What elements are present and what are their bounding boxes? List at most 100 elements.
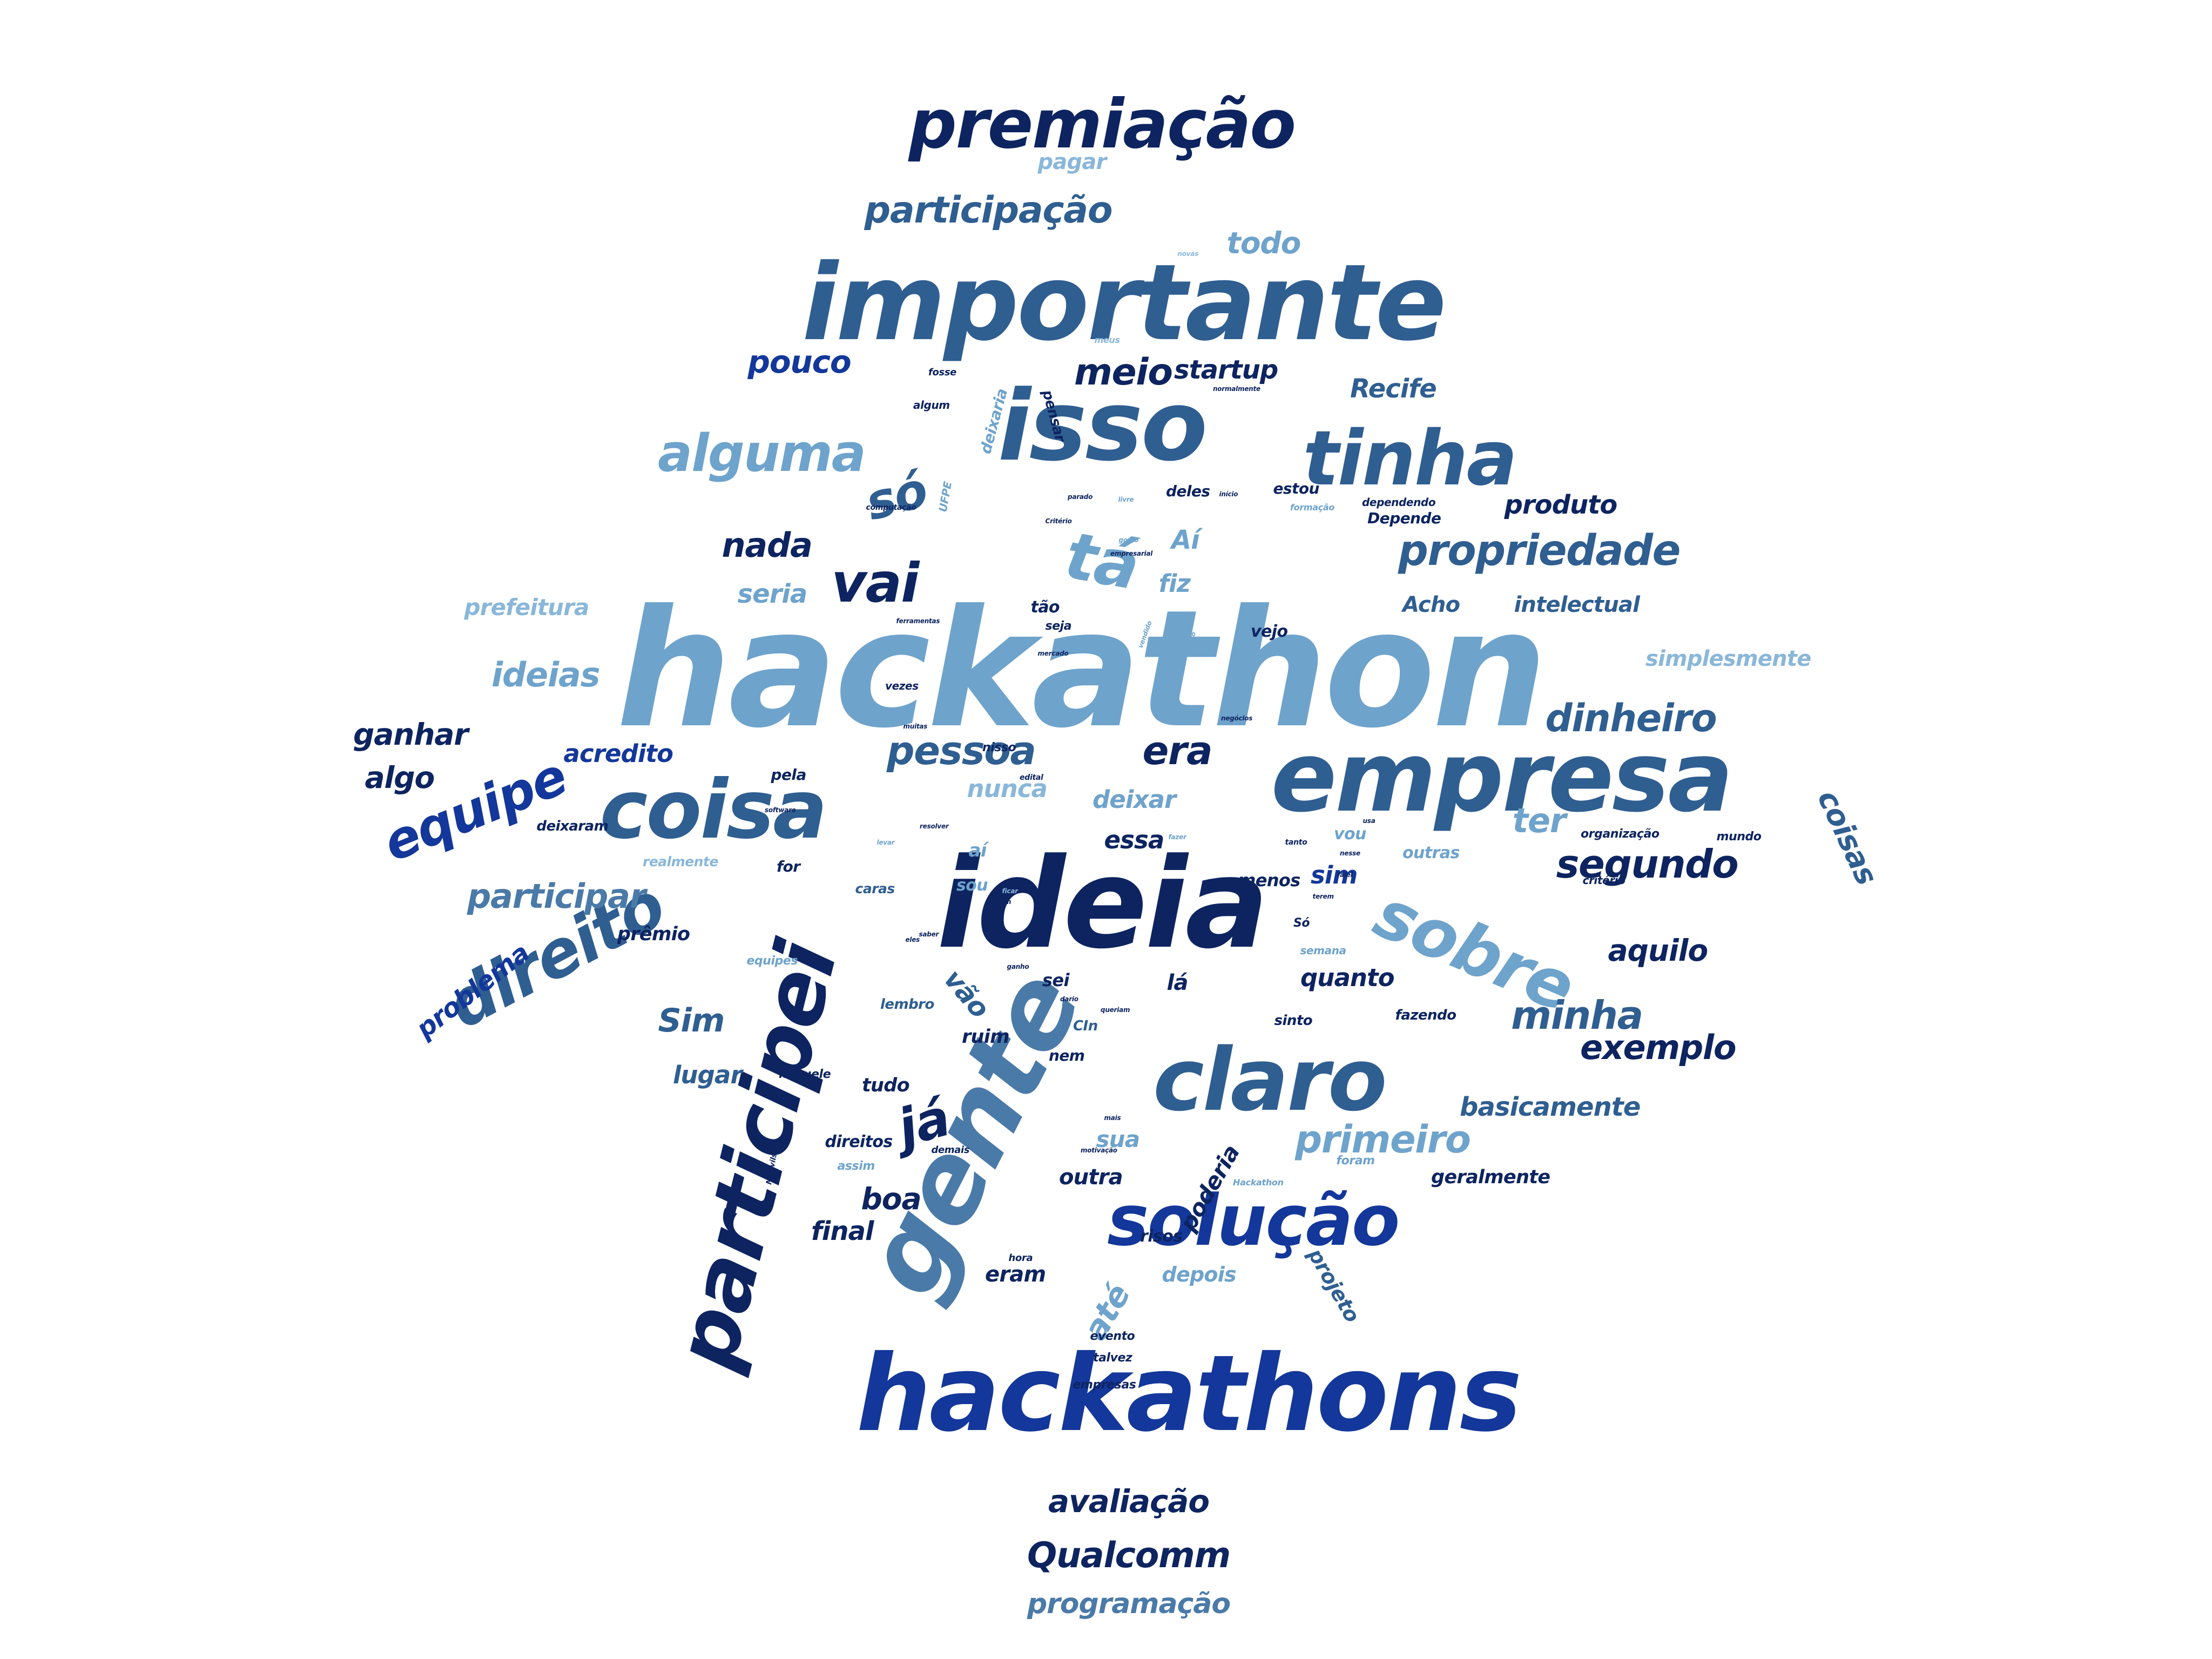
cloud-word: sou — [956, 876, 988, 895]
cloud-word: talvez — [1093, 1351, 1132, 1365]
cloud-word: muitas — [903, 723, 928, 730]
cloud-word: depois — [1162, 1263, 1237, 1286]
cloud-word: solução — [1107, 1179, 1400, 1262]
cloud-word: quanto — [1300, 963, 1395, 992]
cloud-word: essa — [1104, 825, 1165, 854]
cloud-word: seja — [1045, 619, 1072, 633]
cloud-word: critério — [1582, 874, 1626, 887]
cloud-word: basicamente — [1460, 1092, 1641, 1122]
cloud-word: sua — [1096, 1126, 1141, 1152]
cloud-word: gosto — [1118, 536, 1139, 544]
cloud-word: dinheiro — [1545, 696, 1717, 740]
cloud-word: tudo — [862, 1074, 910, 1096]
cloud-word: sei — [1042, 970, 1069, 990]
cloud-word: hora — [1008, 1252, 1033, 1264]
cloud-word: aquilo — [1608, 933, 1709, 968]
cloud-word: for — [777, 858, 800, 875]
cloud-word: ruim — [962, 1026, 1010, 1048]
cloud-word: ganho — [1007, 963, 1029, 970]
cloud-word: CIn — [1073, 1018, 1098, 1034]
cloud-word: fazer — [1168, 833, 1186, 841]
cloud-word: terem — [1312, 893, 1334, 900]
cloud-word: Critério — [1045, 517, 1072, 525]
cloud-word: geralmente — [1431, 1166, 1550, 1188]
cloud-word: alguma — [658, 423, 866, 483]
cloud-word: outra — [1059, 1165, 1123, 1190]
cloud-word: nem — [1049, 1047, 1085, 1064]
cloud-word: edital — [1020, 773, 1043, 782]
cloud-word: ficar — [1002, 887, 1019, 895]
cloud-word: nunca — [967, 774, 1048, 803]
cloud-word: lugar — [673, 1060, 743, 1089]
cloud-word: dario — [1060, 995, 1078, 1003]
cloud-word: computação — [866, 503, 916, 512]
cloud-word: Qualcomm — [1027, 1535, 1231, 1576]
cloud-word: lá — [1166, 970, 1189, 995]
cloud-word: lembro — [880, 996, 934, 1013]
cloud-word: participar — [467, 876, 646, 916]
cloud-word: hackathon — [616, 575, 1547, 764]
cloud-word: coisas — [1810, 784, 1884, 890]
cloud-word: ter — [1512, 801, 1567, 840]
cloud-word: equipes — [746, 954, 798, 968]
cloud-word: segundo — [1556, 841, 1739, 887]
cloud-word: isso — [997, 370, 1208, 483]
cloud-word: propriedade — [1398, 527, 1681, 575]
cloud-word: final — [811, 1216, 874, 1246]
cloud-word: parado — [1068, 493, 1093, 501]
cloud-word: queriam — [1101, 1006, 1130, 1014]
cloud-word: minha — [1511, 993, 1643, 1038]
cloud-word: fazendo — [1395, 1007, 1456, 1023]
cloud-word: premiação — [908, 85, 1297, 164]
cloud-word: negócios — [1221, 714, 1253, 722]
cloud-word: empresarial — [1110, 550, 1153, 557]
cloud-word: fosse — [928, 367, 957, 378]
cloud-word: pela — [771, 766, 807, 784]
cloud-word: início — [1219, 490, 1238, 498]
cloud-word: semana — [1300, 944, 1347, 957]
cloud-word: algum — [913, 399, 950, 412]
cloud-word: normalmente — [1213, 385, 1260, 393]
cloud-word: estou — [1273, 480, 1320, 497]
cloud-word: pouco — [747, 343, 852, 380]
cloud-word: era — [1142, 728, 1213, 773]
cloud-word: pessoa — [887, 728, 1036, 773]
cloud-word: Hackathon — [1233, 1177, 1284, 1188]
cloud-word: tão — [1030, 598, 1060, 617]
cloud-word: ferramentas — [896, 617, 940, 625]
cloud-word: importante — [802, 241, 1447, 364]
cloud-word: Recife — [1350, 374, 1437, 404]
cloud-word: ganhar — [353, 717, 469, 752]
cloud-word: primeiro — [1295, 1117, 1471, 1162]
cloud-word: eram — [985, 1262, 1046, 1287]
cloud-word: empresas — [1073, 1378, 1136, 1392]
cloud-word: mercado — [1037, 650, 1069, 657]
cloud-word: usa — [1363, 817, 1375, 825]
cloud-word: mais — [1104, 1114, 1121, 1122]
cloud-word: claro — [1153, 1029, 1387, 1130]
cloud-word: acredito — [563, 739, 674, 768]
cloud-word: outras — [1402, 844, 1460, 862]
cloud-word: deixar — [1092, 785, 1176, 814]
cloud-word: pegam — [987, 898, 1011, 906]
cloud-word: Acho — [1402, 592, 1460, 617]
cloud-word: produto — [1504, 490, 1618, 520]
cloud-word: tanto — [1285, 838, 1307, 847]
cloud-word: participação — [864, 189, 1113, 232]
cloud-word: motivação — [1081, 1147, 1117, 1154]
cloud-word: exemplo — [1580, 1028, 1736, 1067]
cloud-word: Só — [1293, 916, 1310, 930]
cloud-word: deixaram — [536, 818, 609, 834]
cloud-word: novas — [1177, 250, 1199, 258]
cloud-word: coisa — [599, 763, 828, 857]
cloud-word: livre — [1118, 496, 1134, 503]
cloud-word: resolver — [920, 822, 949, 830]
cloud-word: programação — [1027, 1588, 1231, 1620]
cloud-word: organização — [1581, 827, 1660, 841]
cloud-word: caras — [855, 880, 895, 896]
cloud-word: tinha — [1303, 415, 1518, 503]
cloud-word: nesse — [1340, 849, 1360, 857]
cloud-word: nada — [721, 525, 813, 565]
cloud-word: nisso — [982, 741, 1016, 754]
